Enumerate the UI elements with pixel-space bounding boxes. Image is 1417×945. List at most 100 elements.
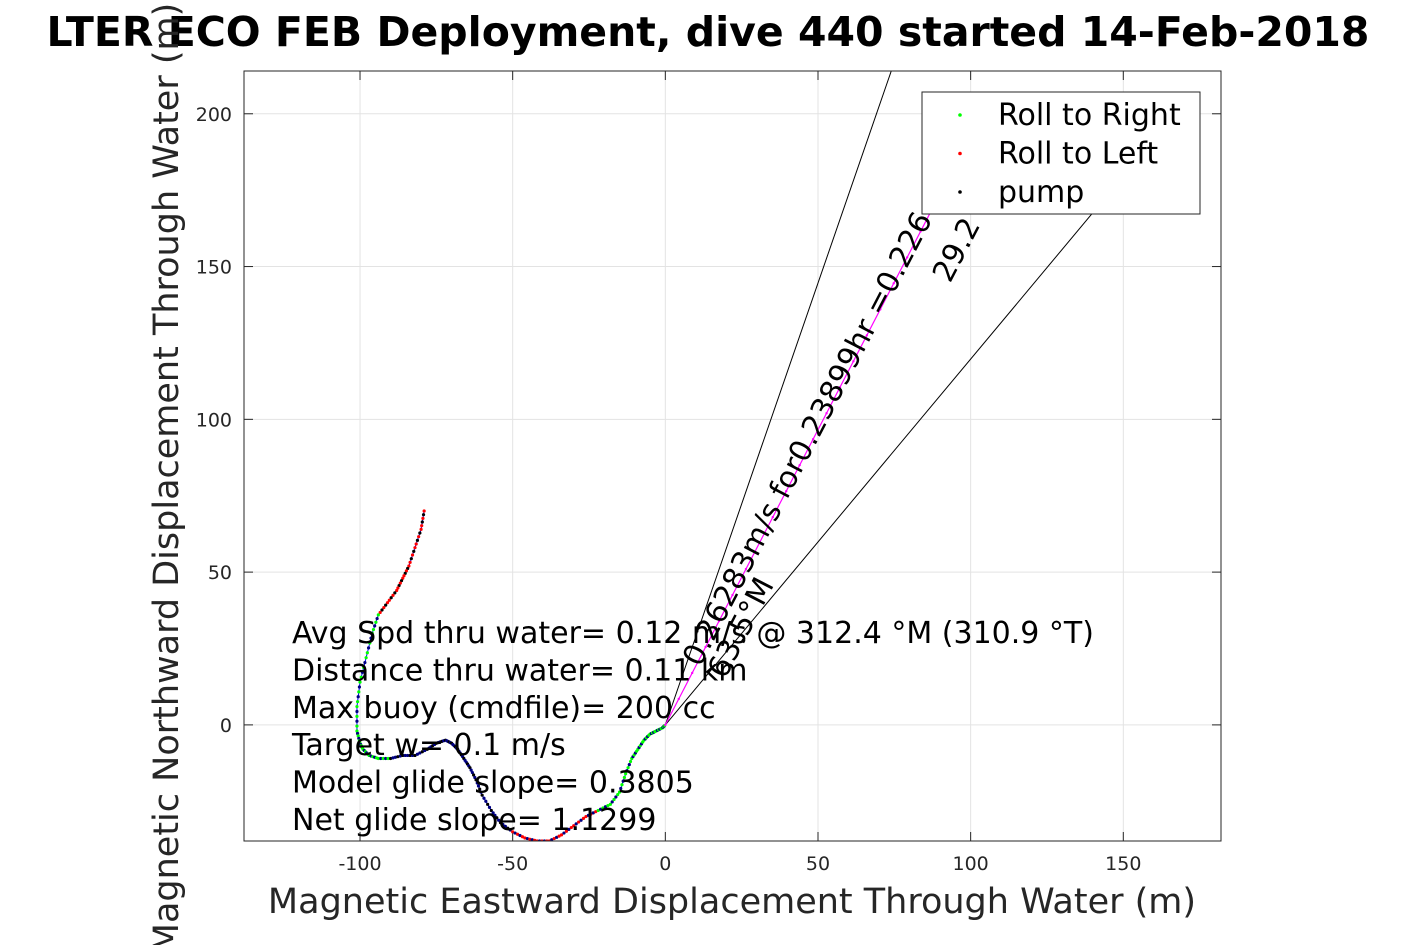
track-point — [401, 753, 405, 758]
track-point — [559, 833, 564, 837]
track-point — [355, 704, 359, 709]
x-tick-label: 150 — [1105, 853, 1141, 875]
legend-box — [921, 91, 1201, 215]
track-point — [596, 808, 600, 813]
track-point — [393, 591, 397, 595]
y-axis-label: Magnetic Northward Displacement Through … — [147, 3, 187, 945]
track-point — [624, 772, 628, 776]
track-point — [581, 816, 586, 820]
track-point — [410, 553, 415, 557]
x-tick-label: -50 — [497, 853, 528, 875]
track-point — [418, 751, 422, 755]
track-point — [356, 695, 360, 699]
track-point — [569, 825, 573, 830]
track-point — [356, 734, 360, 738]
track-point — [572, 824, 576, 828]
track-point — [577, 820, 581, 824]
track-point — [406, 753, 410, 758]
track-point — [495, 816, 499, 820]
track-point — [368, 641, 372, 645]
track-point — [401, 576, 405, 580]
track-point — [384, 756, 388, 761]
track-point — [395, 588, 399, 593]
track-point — [423, 748, 427, 753]
track-point — [606, 803, 610, 808]
track-point — [419, 527, 423, 531]
track-point — [628, 759, 633, 764]
track-point — [402, 574, 406, 578]
annotations: Avg Spd thru water= 0.12 m/s @ 312.4 °M … — [291, 616, 1094, 838]
track-point — [474, 778, 478, 782]
track-point — [404, 569, 409, 573]
track-point — [355, 729, 359, 733]
track-point — [599, 807, 603, 811]
track-point — [603, 805, 608, 809]
heading-point — [690, 671, 694, 675]
heading-point — [892, 282, 895, 285]
track-point — [370, 631, 374, 635]
track-point — [518, 833, 522, 838]
track-point — [398, 581, 402, 585]
track-point — [371, 627, 376, 632]
track-point — [355, 719, 359, 723]
track-point — [396, 755, 400, 759]
heading-point — [717, 619, 721, 623]
heading-point — [785, 489, 788, 493]
track-point — [355, 709, 359, 714]
axis-ticks: -100 -50 0 50 100 150 0 50 100 150 200 — [196, 71, 1221, 875]
annotation-line: Distance thru water= 0.11 km — [292, 653, 747, 688]
x-tick-label: 50 — [806, 853, 830, 875]
track-point — [378, 610, 382, 615]
track-point — [493, 813, 497, 817]
track-point — [501, 822, 505, 827]
track-point — [498, 821, 503, 825]
heading-point — [798, 463, 801, 467]
annotation-line: Net glide slope= 1.1299 — [292, 803, 656, 838]
track-point — [375, 616, 379, 621]
track-point — [408, 753, 412, 758]
x-axis-label: Magnetic Eastward Displacement Through W… — [268, 882, 1196, 922]
track-point — [358, 680, 362, 684]
track-point — [486, 802, 490, 806]
track-point — [617, 790, 622, 794]
track-point — [579, 818, 583, 822]
track-point — [382, 605, 386, 610]
track-point — [478, 787, 482, 791]
track-point — [379, 756, 383, 761]
track-point — [627, 763, 631, 767]
x-tick-label: 0 — [659, 853, 671, 875]
heading-point — [771, 515, 775, 519]
track-point — [552, 836, 556, 841]
track-point — [614, 795, 618, 799]
track-point — [471, 773, 476, 777]
track-point — [381, 756, 385, 761]
heading-point — [919, 230, 922, 233]
track-point — [487, 805, 492, 809]
track-point — [357, 739, 362, 743]
track-point — [491, 811, 495, 815]
track-point — [396, 586, 400, 590]
track-point — [364, 656, 368, 660]
track-point — [594, 810, 598, 814]
x-tick-label: 100 — [953, 853, 989, 875]
annotation-line: Max buoy (cmdfile)= 200 cc — [292, 691, 716, 726]
y-tick-label: 50 — [208, 562, 232, 584]
legend-marker — [958, 151, 962, 156]
track-point — [391, 756, 395, 760]
track-point — [503, 824, 507, 828]
track-point — [384, 603, 388, 607]
track-point — [530, 838, 534, 841]
track-point — [625, 769, 629, 773]
track-point — [407, 564, 411, 568]
track-point — [422, 509, 426, 513]
track-point — [508, 828, 512, 832]
track-point — [523, 836, 527, 840]
track-point — [511, 830, 515, 834]
annotation-line: Target w= 0.1 m/s — [291, 728, 566, 763]
track-point — [468, 766, 472, 770]
track-point — [601, 806, 605, 810]
track-point — [417, 535, 421, 539]
track-point — [355, 714, 359, 718]
heading-point — [731, 593, 734, 597]
